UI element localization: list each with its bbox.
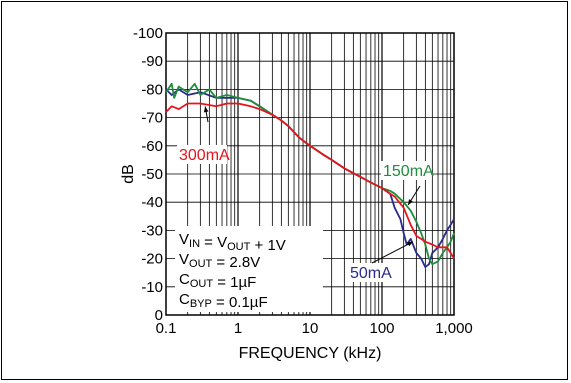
x-axis-ticks: 0.1 1 10 100 1,000 [156,320,473,337]
arrow-50ma [371,241,414,264]
x-tick-label: 1,000 [435,320,473,337]
y-axis-ticks: 0 -10 -20 -30 -40 -50 -60 -70 -80 -90 -100 [133,25,163,324]
y-tick-label: -100 [133,25,163,42]
arrow-300ma-head [203,106,209,113]
y-tick-label: -30 [141,222,163,239]
y-tick-label: -90 [141,53,163,70]
label-150ma: 150mA [383,163,434,180]
conditions-box [175,226,323,312]
y-tick-label: -80 [141,81,163,98]
label-300ma: 300mA [179,147,230,164]
condition-line: VOUT = 2.8V [179,251,260,271]
label-50ma-bg [348,263,389,282]
x-tick-label: 0.1 [156,320,177,337]
condition-line: VIN = VOUT + 1V [179,231,286,254]
condition-line: CBYP = 0.1µF [179,291,268,311]
y-tick-label: -70 [141,110,163,127]
y-tick-label: -10 [141,279,163,296]
y-tick-label: -50 [141,166,163,183]
plot-area [165,32,455,316]
series-lines [165,82,455,268]
series-line [165,102,455,260]
arrow-150ma-head [408,199,413,206]
label-50ma: 50mA [350,265,392,282]
y-tick-label: 0 [155,307,163,324]
x-tick-label: 1 [234,320,242,337]
x-tick-label: 10 [302,320,319,337]
label-300ma-bg [177,145,227,164]
x-axis-label: FREQUENCY (kHz) [239,345,382,362]
y-axis-label: dB [120,164,137,184]
x-tick-label: 100 [369,320,394,337]
y-tick-label: -20 [141,251,163,268]
condition-line: COUT = 1µF [179,271,256,291]
arrow-50ma-head [407,241,414,247]
y-tick-label: -40 [141,194,163,211]
label-150ma-bg [381,161,431,180]
y-tick-label: -60 [141,138,163,155]
